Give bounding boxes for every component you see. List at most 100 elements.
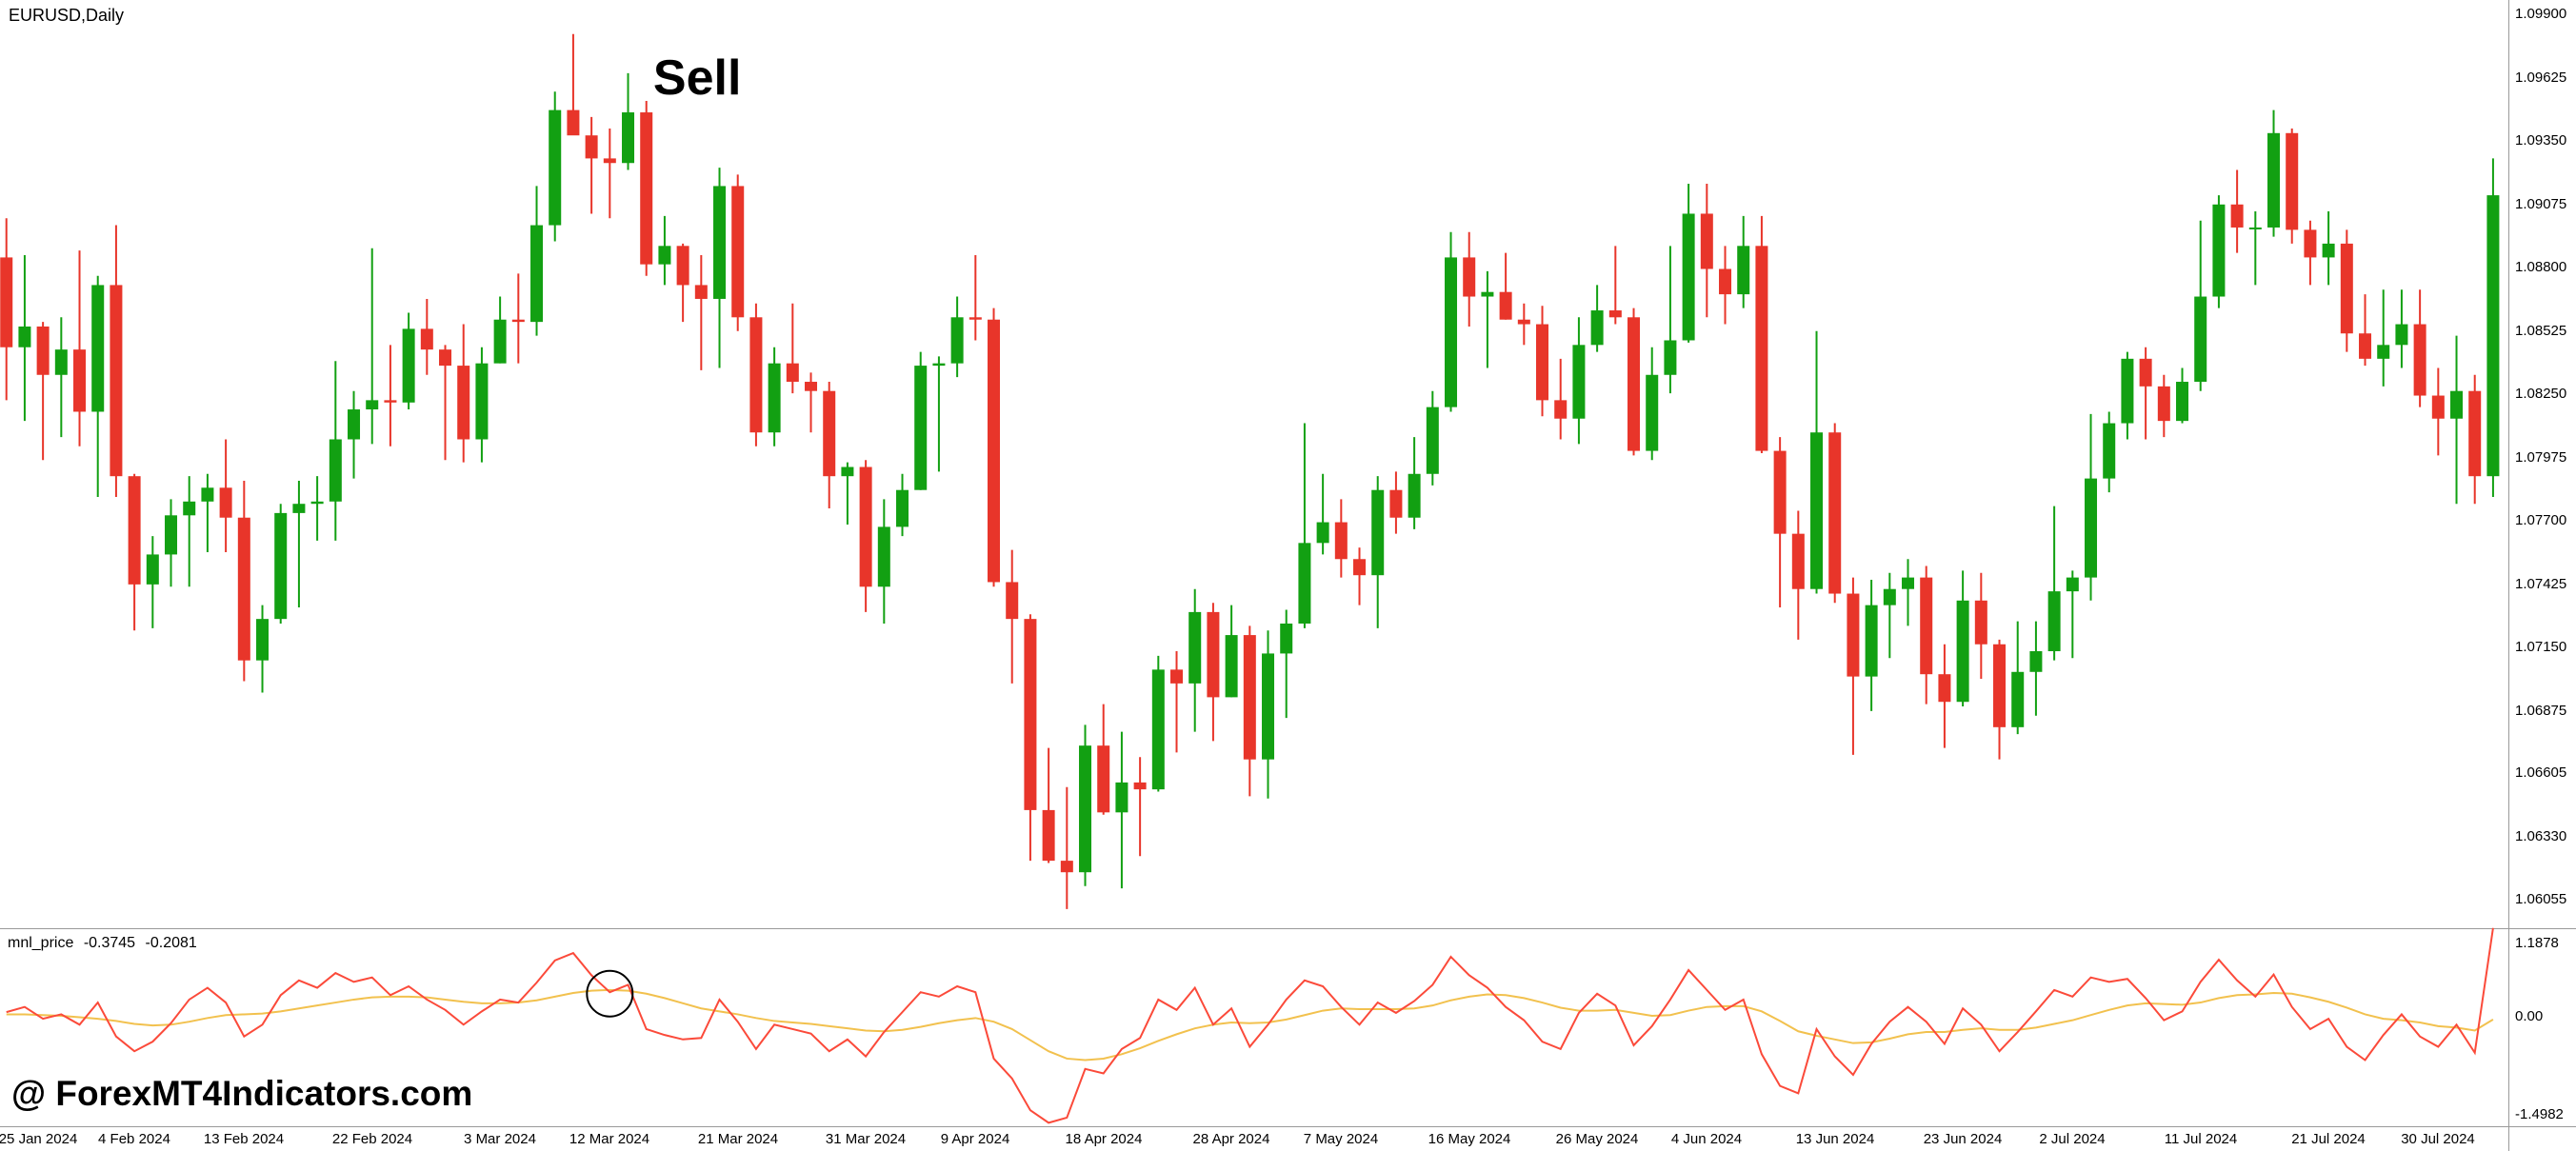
candle-body bbox=[1572, 345, 1586, 419]
date-axis-label: 4 Jun 2024 bbox=[1670, 1131, 1743, 1147]
candle-body bbox=[2359, 333, 2372, 359]
candle-body bbox=[1151, 669, 1165, 790]
candle-body bbox=[2486, 195, 2500, 477]
candle-body bbox=[384, 400, 397, 403]
candle-body bbox=[549, 109, 562, 226]
candle-body bbox=[402, 328, 415, 403]
candle-body bbox=[1316, 522, 1329, 544]
indicator-value-label: mnl_price -0.3745 -0.2081 bbox=[8, 935, 203, 952]
price-axis-label: 1.06055 bbox=[2515, 891, 2567, 907]
candle-body bbox=[1664, 340, 1677, 375]
candle-body bbox=[640, 112, 653, 265]
candle-body bbox=[475, 363, 489, 440]
candle-body bbox=[1298, 543, 1311, 624]
indicator-axis-label: 0.00 bbox=[2515, 1008, 2544, 1024]
candle-body bbox=[2029, 651, 2043, 672]
date-axis-label: 26 May 2024 bbox=[1555, 1131, 1639, 1147]
candle-body bbox=[932, 363, 946, 367]
candle-body bbox=[2194, 296, 2207, 383]
candle-body bbox=[2431, 395, 2445, 419]
price-axis-label: 1.07425 bbox=[2515, 576, 2567, 592]
candle-body bbox=[2066, 577, 2079, 592]
candle-body bbox=[2395, 324, 2408, 346]
date-axis-label: 30 Jul 2024 bbox=[2401, 1131, 2475, 1147]
date-axis-label: 12 Mar 2024 bbox=[569, 1131, 650, 1147]
candle-body bbox=[805, 382, 818, 391]
candle-body bbox=[2413, 324, 2426, 396]
candle-body bbox=[36, 326, 50, 375]
candle-body bbox=[1737, 246, 1750, 295]
candle-body bbox=[1060, 861, 1073, 873]
candle-body bbox=[768, 363, 781, 433]
candle-body bbox=[1956, 600, 1969, 703]
date-axis-label: 13 Feb 2024 bbox=[203, 1131, 285, 1147]
candle-body bbox=[2340, 243, 2353, 334]
price-axis-label: 1.08525 bbox=[2515, 323, 2567, 339]
indicator-fast-line bbox=[6, 927, 2494, 1124]
date-axis-label: 31 Mar 2024 bbox=[825, 1131, 907, 1147]
date-axis-label: 3 Mar 2024 bbox=[464, 1131, 536, 1147]
candle-body bbox=[1133, 782, 1147, 790]
candle-body bbox=[2377, 345, 2390, 359]
candle-body bbox=[1590, 310, 1604, 346]
price-axis-label: 1.07700 bbox=[2515, 512, 2567, 528]
candle-body bbox=[1791, 533, 1805, 589]
candle-body bbox=[950, 317, 964, 364]
candle-body bbox=[1207, 611, 1220, 698]
date-axis-label: 2 Jul 2024 bbox=[2039, 1131, 2106, 1147]
candle-body bbox=[1097, 745, 1110, 813]
candle-body bbox=[420, 328, 433, 350]
date-axis-label: 23 Jun 2024 bbox=[1923, 1131, 2003, 1147]
candle-body bbox=[2103, 423, 2116, 479]
candle-body bbox=[1682, 213, 1695, 341]
price-axis-label: 1.07975 bbox=[2515, 449, 2567, 466]
date-axis-label: 18 Apr 2024 bbox=[1065, 1131, 1143, 1147]
symbol-timeframe-label: EURUSD,Daily bbox=[9, 6, 125, 25]
candle-body bbox=[658, 246, 671, 265]
candle-body bbox=[2176, 382, 2189, 422]
candle-body bbox=[1646, 374, 1659, 451]
indicator-name: mnl_price bbox=[8, 935, 74, 951]
candle-body bbox=[439, 349, 452, 367]
date-axis-label: 21 Mar 2024 bbox=[697, 1131, 779, 1147]
candle-body bbox=[2230, 204, 2244, 228]
indicator-axis-label: -1.4982 bbox=[2515, 1106, 2564, 1122]
date-axis-label: 11 Jul 2024 bbox=[2164, 1131, 2238, 1147]
candle-body bbox=[1079, 745, 1092, 873]
candle-body bbox=[146, 554, 159, 585]
candle-body bbox=[968, 317, 982, 320]
date-axis-label: 21 Jul 2024 bbox=[2291, 1131, 2366, 1147]
price-axis-label: 1.08800 bbox=[2515, 259, 2567, 275]
candle-body bbox=[1262, 653, 1275, 760]
circle-annotation[interactable] bbox=[586, 969, 634, 1018]
candle-body bbox=[877, 526, 890, 587]
candle-body bbox=[2212, 204, 2226, 297]
candle-body bbox=[1627, 317, 1641, 451]
candle-body bbox=[713, 186, 727, 299]
candle-body bbox=[0, 257, 13, 347]
candle-body bbox=[1243, 635, 1256, 760]
candle-body bbox=[2450, 390, 2464, 419]
date-axis-label: 7 May 2024 bbox=[1303, 1131, 1379, 1147]
candle-body bbox=[1719, 268, 1732, 295]
price-axis-label: 1.07150 bbox=[2515, 639, 2567, 655]
date-axis-label: 13 Jun 2024 bbox=[1795, 1131, 1875, 1147]
candle-body bbox=[1883, 588, 1896, 605]
candle-body bbox=[585, 135, 598, 159]
price-axis-label: 1.09350 bbox=[2515, 132, 2567, 149]
candle-body bbox=[2304, 229, 2317, 258]
candle-body bbox=[1608, 310, 1622, 318]
price-axis-label: 1.09075 bbox=[2515, 196, 2567, 212]
candle-body bbox=[1755, 246, 1768, 451]
candle-body bbox=[1554, 400, 1568, 419]
candle-body bbox=[567, 109, 580, 136]
candle-body bbox=[1371, 489, 1385, 576]
candle-body bbox=[1993, 644, 2007, 727]
candle-body bbox=[2286, 132, 2299, 230]
indicator-slow-line bbox=[6, 988, 2494, 1062]
date-axis-label: 4 Feb 2024 bbox=[98, 1131, 170, 1147]
price-axis-label: 1.06875 bbox=[2515, 703, 2567, 719]
price-axis-label: 1.06605 bbox=[2515, 764, 2567, 781]
